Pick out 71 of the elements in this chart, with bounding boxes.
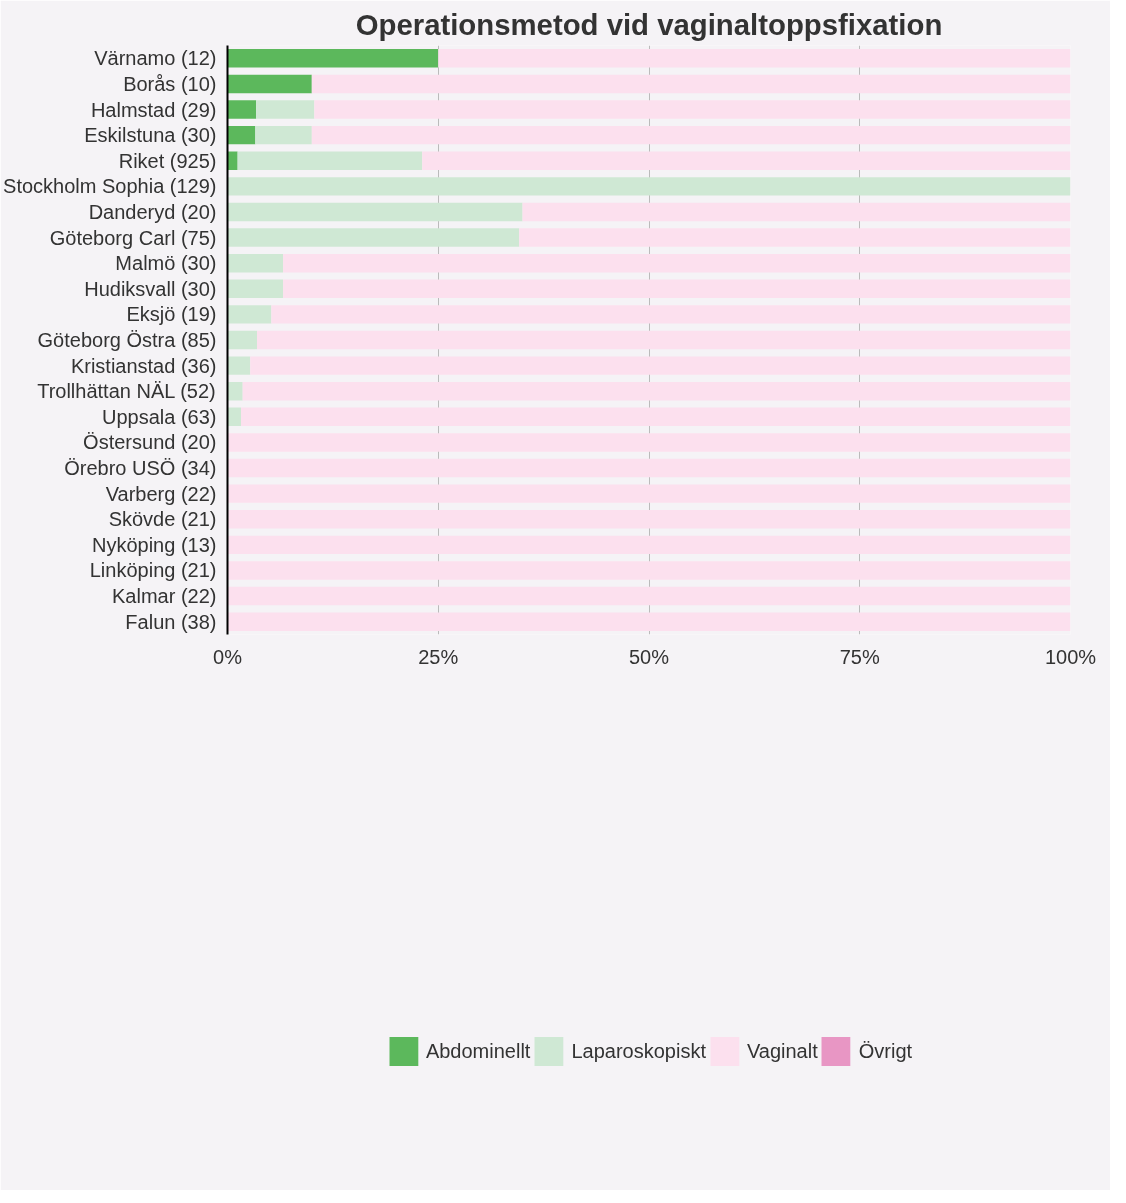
bar <box>227 382 243 401</box>
y-tick-label: Skövde (21) <box>108 508 217 531</box>
bar <box>227 612 1071 631</box>
bar <box>314 100 1071 119</box>
x-tick-label: 0% <box>213 645 243 668</box>
y-tick-label: Riket (925) <box>118 149 217 172</box>
y-tick-label: Trollhättan NÄL (52) <box>37 380 216 403</box>
y-tick-label: Hudiksvall (30) <box>84 277 217 300</box>
y-tick-label: Stockholm Sophia (129) <box>3 175 217 198</box>
bar <box>240 407 1071 427</box>
y-tick-label: Kristianstad (36) <box>70 354 217 377</box>
bar <box>227 561 1071 580</box>
bar <box>227 228 520 247</box>
bar <box>227 586 1071 606</box>
bar <box>250 356 1071 375</box>
bar <box>227 484 1071 503</box>
bar <box>519 228 1071 247</box>
bar <box>227 49 439 68</box>
bar <box>227 305 272 324</box>
bar <box>255 125 312 145</box>
bar <box>227 100 257 119</box>
y-tick-label: Eskilstuna (30) <box>84 124 217 147</box>
y-tick-label: Falun (38) <box>125 610 217 633</box>
y-tick-label: Nyköping (13) <box>92 533 217 556</box>
bar <box>257 330 1071 350</box>
bar <box>227 253 284 273</box>
bar <box>227 356 251 375</box>
bar <box>256 100 315 119</box>
y-tick-label: Eksjö (19) <box>126 303 217 326</box>
bar <box>227 279 284 298</box>
legend-label: Övrigt <box>858 1039 913 1063</box>
legend-label: Vaginalt <box>746 1039 818 1063</box>
bar <box>271 305 1071 324</box>
y-tick-label: Linköping (21) <box>89 559 217 582</box>
bar <box>227 125 256 145</box>
y-tick-label: Danderyd (20) <box>88 200 217 223</box>
y-tick-label: Varberg (22) <box>105 482 217 505</box>
legend-label: Laparoskopiskt <box>571 1039 706 1063</box>
bar <box>422 151 1071 170</box>
y-tick-label: Malmö (30) <box>115 252 217 275</box>
bar <box>311 74 1071 94</box>
bar <box>438 49 1071 68</box>
bar <box>227 202 523 222</box>
bar <box>227 458 1071 478</box>
bar <box>227 510 1071 529</box>
y-tick-label: Östersund (20) <box>83 431 217 454</box>
bar <box>283 279 1071 298</box>
y-tick-label: Kalmar (22) <box>112 585 217 608</box>
bar <box>227 177 1071 196</box>
bar <box>227 74 312 94</box>
y-tick-label: Borås (10) <box>123 72 217 95</box>
x-tick-label: 100% <box>1044 645 1097 668</box>
bar <box>227 330 258 350</box>
y-tick-label: Göteborg Carl (75) <box>49 226 217 249</box>
bar <box>283 253 1071 273</box>
x-tick-label: 50% <box>628 645 670 668</box>
y-tick-label: Göteborg Östra (85) <box>37 329 217 351</box>
bar <box>522 202 1071 222</box>
y-tick-label: Värnamo (12) <box>94 47 217 70</box>
legend-label: Abdominellt <box>425 1039 531 1063</box>
bar <box>237 151 423 170</box>
y-tick-label: Uppsala (63) <box>102 405 217 428</box>
x-tick-label: 25% <box>418 645 459 668</box>
bar <box>242 382 1071 401</box>
bar <box>227 433 1071 452</box>
y-tick-label: Örebro USÖ (34) <box>64 457 217 480</box>
x-tick-label: 75% <box>839 645 880 668</box>
chart-title: Operationsmetod vid vaginaltoppsfixation <box>355 7 943 41</box>
y-tick-label: Halmstad (29) <box>90 98 217 121</box>
bar <box>311 125 1071 145</box>
bar <box>227 535 1071 555</box>
